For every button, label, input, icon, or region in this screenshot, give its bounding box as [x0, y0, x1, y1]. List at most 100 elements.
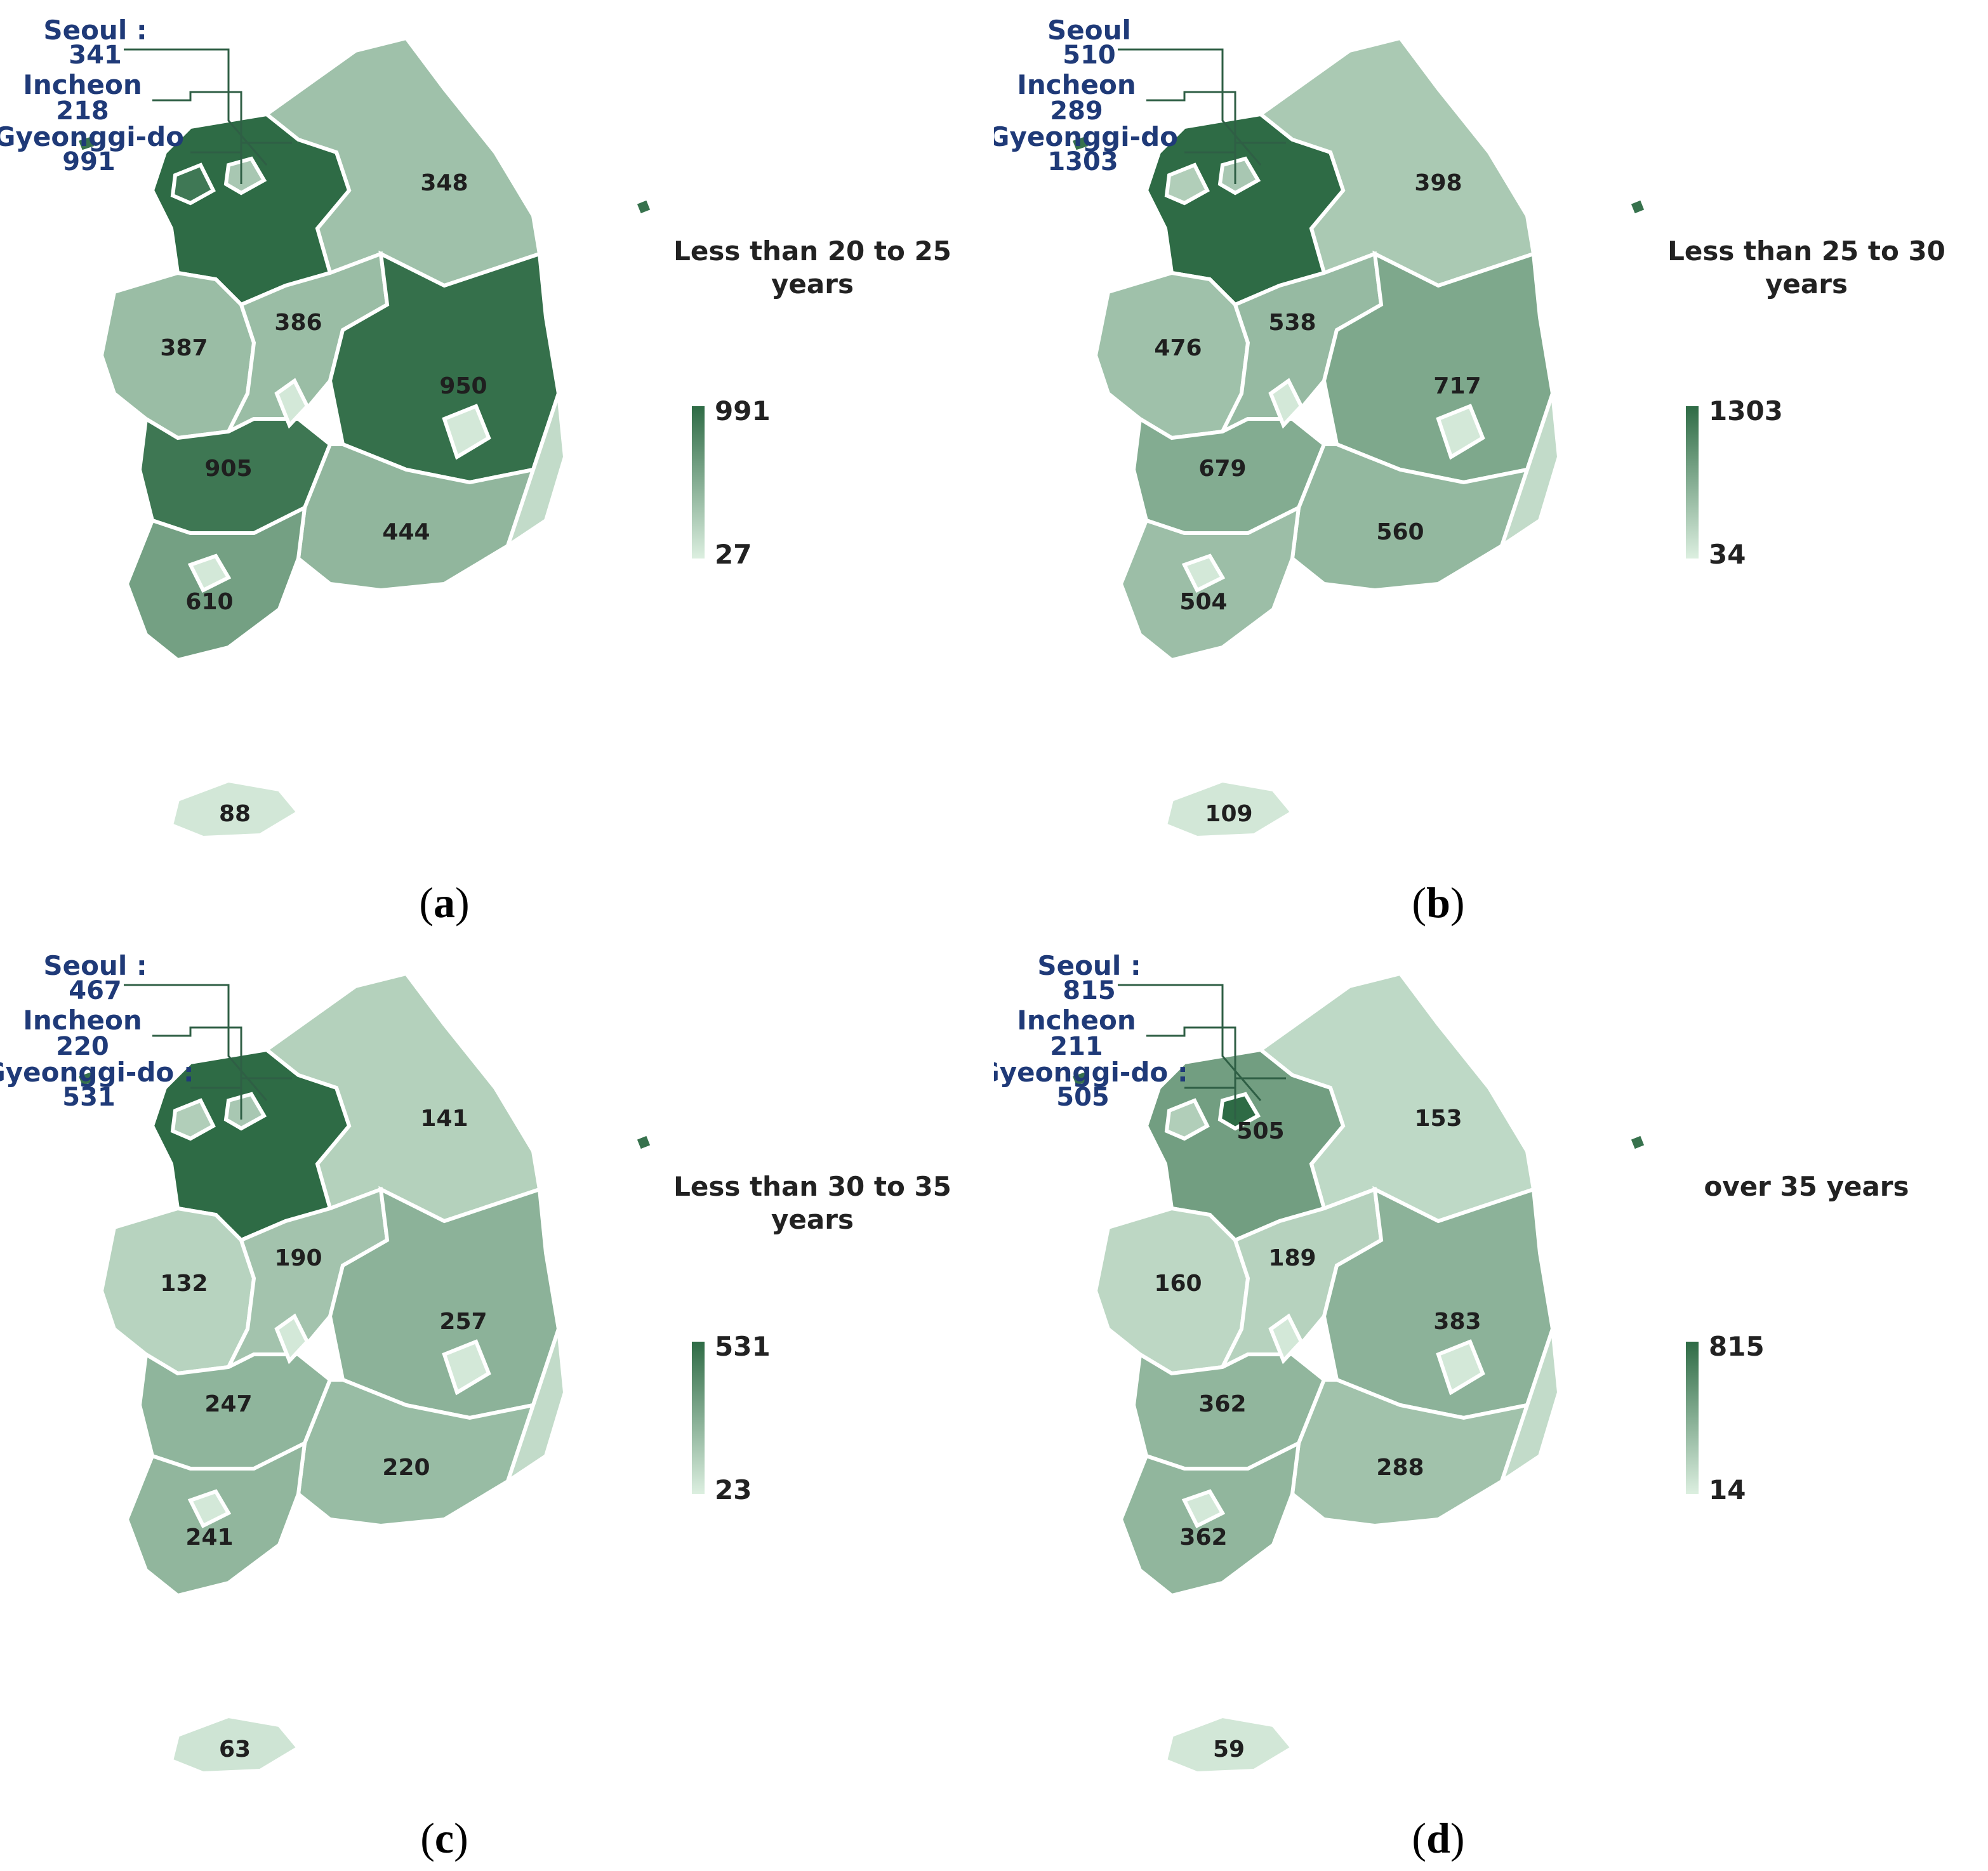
seoul-callout-name: Seoul — [1047, 15, 1131, 46]
map-svg: 141 132 190 257 247 220 241 63 Seoul :467Incheon… — [0, 950, 951, 1862]
province-ulsan — [504, 393, 567, 551]
region-value-jeju: 88 — [219, 801, 251, 827]
legend-min: 27 — [715, 539, 752, 570]
incheon-callout-value: 289 — [1050, 96, 1103, 126]
province-islet2 — [632, 195, 655, 218]
panel-caption: (b) — [1412, 878, 1464, 927]
gyeonggi-callout-name: Gyeonggi-do : — [0, 1057, 194, 1088]
legend-title-line2: years — [771, 268, 854, 300]
region-value-chungbuk: 538 — [1268, 310, 1316, 336]
incheon-leader-line — [1146, 1026, 1236, 1120]
gyeonggi-callout-value: 991 — [62, 147, 116, 176]
province-seoul — [223, 1092, 267, 1131]
region-value-jeonbuk: 679 — [1198, 456, 1246, 482]
region-value-gangwon: 398 — [1414, 170, 1462, 196]
province-ulsan — [504, 1328, 567, 1486]
incheon-callout-value: 211 — [1050, 1032, 1103, 1061]
region-value-chungnam: 160 — [1154, 1271, 1202, 1297]
panel-caption: (c) — [420, 1814, 468, 1862]
region-value-jeju: 59 — [1213, 1736, 1245, 1762]
legend-color-bar — [692, 1342, 705, 1494]
gyeonggi-callout-name: Gyeonggi-do — [994, 121, 1178, 152]
region-value-gangwon: 153 — [1414, 1106, 1462, 1132]
gyeonggi-callout-name: Gyeonggi-do — [0, 121, 184, 152]
gyeonggi-leader-line — [1184, 1077, 1286, 1089]
legend: over 35 years 815 14 — [1686, 1171, 1909, 1505]
metro-daejeon — [1268, 378, 1304, 429]
province-seoul — [1217, 1092, 1261, 1131]
metro-gwangju — [187, 553, 232, 593]
seoul-callout-name: Seoul : — [1037, 950, 1141, 981]
province-ulsan — [1498, 1328, 1561, 1486]
province-jeju — [1163, 1714, 1296, 1776]
gyeonggi-callout-name: Gyeonggi-do : — [994, 1057, 1188, 1088]
province-seoul — [1217, 156, 1261, 195]
region-value-gyeongbuk: 257 — [439, 1309, 487, 1335]
metro-daegu — [1436, 1339, 1485, 1396]
legend-title-line2: years — [771, 1204, 854, 1235]
province-group — [1068, 971, 1649, 1776]
metro-daejeon — [1268, 1313, 1304, 1365]
region-value-gyeongnam: 288 — [1376, 1455, 1424, 1481]
province-islet1 — [1068, 132, 1093, 155]
map-panel-a: 348 387 386 950 905 444 610 88 Seoul :341 Incheon… — [0, 0, 994, 936]
province-ulsan — [1498, 393, 1561, 551]
region-value-gyeonggi-inner: 505 — [1236, 1118, 1284, 1144]
province-jeju — [169, 778, 302, 840]
region-value-gangwon: 141 — [420, 1106, 468, 1132]
region-value-jeonbuk: 905 — [204, 456, 252, 482]
incheon-leader-line — [152, 1026, 242, 1120]
gyeonggi-leader-line — [190, 142, 292, 154]
incheon-leader-line — [152, 91, 242, 184]
province-group — [74, 36, 655, 840]
province-group — [1068, 36, 1649, 840]
legend-title-line1: Less than 25 to 30 — [1667, 235, 1945, 267]
legend-title-line1: Less than 20 to 25 — [673, 235, 951, 267]
region-value-jeonnam: 610 — [185, 589, 233, 615]
legend-max: 531 — [715, 1331, 771, 1362]
province-jeju — [169, 1714, 302, 1776]
province-islet2 — [632, 1131, 655, 1154]
map-svg: 398 476 538 717 679 560 504 109 Seoul510Incheon2… — [994, 15, 1945, 927]
province-incheon — [1164, 162, 1210, 206]
seoul-callout-value: 510 — [1063, 41, 1116, 70]
legend-max: 991 — [715, 395, 771, 426]
region-value-chungnam: 476 — [1154, 335, 1202, 361]
gyeonggi-callout-value: 531 — [62, 1083, 116, 1112]
legend-min: 14 — [1709, 1474, 1746, 1505]
province-jeju — [1163, 778, 1296, 840]
seoul-callout-value: 815 — [1063, 976, 1116, 1005]
region-value-jeju: 63 — [219, 1736, 251, 1762]
province-islet2 — [1626, 1131, 1649, 1154]
incheon-callout-name: Incheon — [1017, 1005, 1136, 1036]
region-value-jeonnam: 504 — [1179, 589, 1227, 615]
map-svg: 348 387 386 950 905 444 610 88 Seoul :341Incheon… — [0, 15, 951, 927]
legend-min: 34 — [1709, 539, 1746, 570]
legend-max: 815 — [1709, 1331, 1765, 1362]
region-value-jeonnam: 241 — [185, 1524, 233, 1550]
gyeonggi-callout-value: 1303 — [1047, 147, 1118, 176]
region-value-jeju: 109 — [1205, 801, 1252, 827]
metro-gwangju — [1181, 553, 1226, 593]
region-value-chungnam: 387 — [160, 335, 208, 361]
region-value-chungbuk: 189 — [1268, 1245, 1316, 1271]
province-incheon — [170, 1098, 216, 1141]
legend-color-bar — [1686, 406, 1699, 559]
region-value-gangwon: 348 — [420, 170, 468, 196]
region-value-gyeongnam: 560 — [1376, 519, 1424, 545]
region-value-gyeongbuk: 383 — [1433, 1309, 1481, 1335]
province-islet1 — [1068, 1068, 1093, 1090]
metro-daegu — [1436, 404, 1485, 460]
metro-gwangju — [187, 1489, 232, 1529]
province-islet1 — [74, 132, 99, 155]
metro-daejeon — [274, 1313, 310, 1365]
province-islet1 — [74, 1068, 99, 1090]
region-value-jeonbuk: 247 — [204, 1391, 252, 1417]
incheon-callout-name: Incheon — [23, 69, 142, 100]
seoul-callout-name: Seoul : — [43, 950, 147, 981]
region-value-chungnam: 132 — [160, 1271, 208, 1297]
seoul-callout-value: 467 — [69, 976, 122, 1005]
